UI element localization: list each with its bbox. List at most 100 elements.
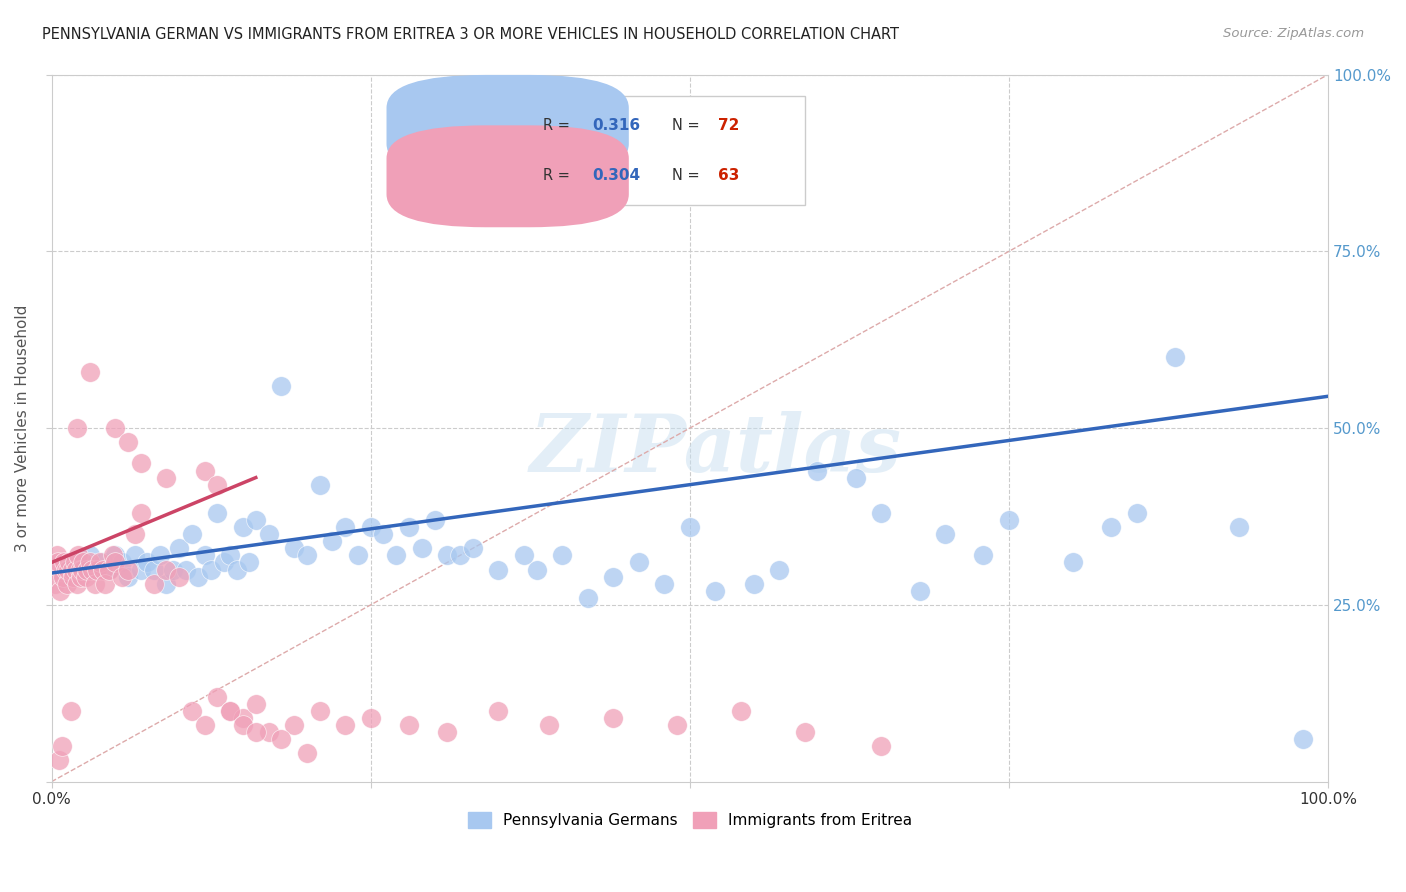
Point <box>53 556 76 570</box>
Point <box>181 527 204 541</box>
Point <box>91 556 114 570</box>
Point <box>679 520 702 534</box>
Point <box>89 556 111 570</box>
Point <box>51 739 73 754</box>
Point <box>129 457 152 471</box>
Point <box>66 576 89 591</box>
Point <box>63 556 86 570</box>
Point <box>652 576 675 591</box>
Point <box>200 562 222 576</box>
Point <box>398 520 420 534</box>
Point <box>52 569 75 583</box>
Point <box>142 562 165 576</box>
Point <box>56 562 79 576</box>
Point <box>104 556 127 570</box>
Point <box>82 562 104 576</box>
Point <box>845 470 868 484</box>
Point <box>308 704 330 718</box>
Point <box>84 576 107 591</box>
Point <box>436 725 458 739</box>
Point <box>142 576 165 591</box>
Point <box>124 527 146 541</box>
Point <box>270 732 292 747</box>
Point <box>66 421 89 435</box>
Point <box>155 576 177 591</box>
Point <box>111 569 134 583</box>
Point <box>207 477 229 491</box>
Point <box>538 718 561 732</box>
Point <box>461 541 484 556</box>
Point <box>333 718 356 732</box>
Point <box>79 556 101 570</box>
Point <box>972 549 994 563</box>
Point <box>360 520 382 534</box>
Point <box>730 704 752 718</box>
Point <box>75 569 97 583</box>
Point <box>167 541 190 556</box>
Point <box>117 569 139 583</box>
Point <box>870 506 893 520</box>
Point <box>704 583 727 598</box>
Point <box>194 718 217 732</box>
Point <box>627 556 650 570</box>
Point <box>212 556 235 570</box>
Point <box>219 704 242 718</box>
Point <box>1125 506 1147 520</box>
Point <box>66 556 89 570</box>
Text: ZIPatlas: ZIPatlas <box>529 410 901 488</box>
Point <box>1164 351 1187 365</box>
Point <box>219 704 242 718</box>
Y-axis label: 3 or more Vehicles in Household: 3 or more Vehicles in Household <box>15 304 30 552</box>
Point <box>94 576 117 591</box>
Point <box>398 718 420 732</box>
Point <box>219 549 242 563</box>
Point <box>136 556 159 570</box>
Point <box>908 583 931 598</box>
Point <box>181 704 204 718</box>
Point <box>513 549 536 563</box>
Point <box>155 470 177 484</box>
Point <box>70 562 93 576</box>
Point <box>806 463 828 477</box>
Point <box>283 541 305 556</box>
Point <box>602 711 624 725</box>
Point <box>56 576 79 591</box>
Point <box>870 739 893 754</box>
Point <box>79 549 101 563</box>
Point <box>666 718 689 732</box>
Point <box>207 506 229 520</box>
Point <box>1099 520 1122 534</box>
Point <box>486 704 509 718</box>
Point <box>104 421 127 435</box>
Point <box>104 549 127 563</box>
Point <box>486 562 509 576</box>
Point <box>174 562 197 576</box>
Point <box>232 718 254 732</box>
Point <box>70 569 93 583</box>
Point <box>742 576 765 591</box>
Point <box>793 725 815 739</box>
Point <box>98 562 121 576</box>
Point <box>308 477 330 491</box>
Point <box>347 549 370 563</box>
Point <box>232 520 254 534</box>
Point <box>207 690 229 704</box>
Point <box>1227 520 1250 534</box>
Point <box>62 569 84 583</box>
Point <box>69 562 91 576</box>
Point <box>65 562 87 576</box>
Point <box>67 549 90 563</box>
Point <box>245 513 267 527</box>
Point <box>321 534 343 549</box>
Point <box>91 562 114 576</box>
Point <box>245 725 267 739</box>
Point <box>72 562 94 576</box>
Point <box>162 562 184 576</box>
Point <box>245 697 267 711</box>
Point <box>1291 732 1313 747</box>
Point <box>167 569 190 583</box>
Point <box>55 562 77 576</box>
Point <box>111 556 134 570</box>
Point <box>60 562 83 576</box>
Point <box>44 576 66 591</box>
